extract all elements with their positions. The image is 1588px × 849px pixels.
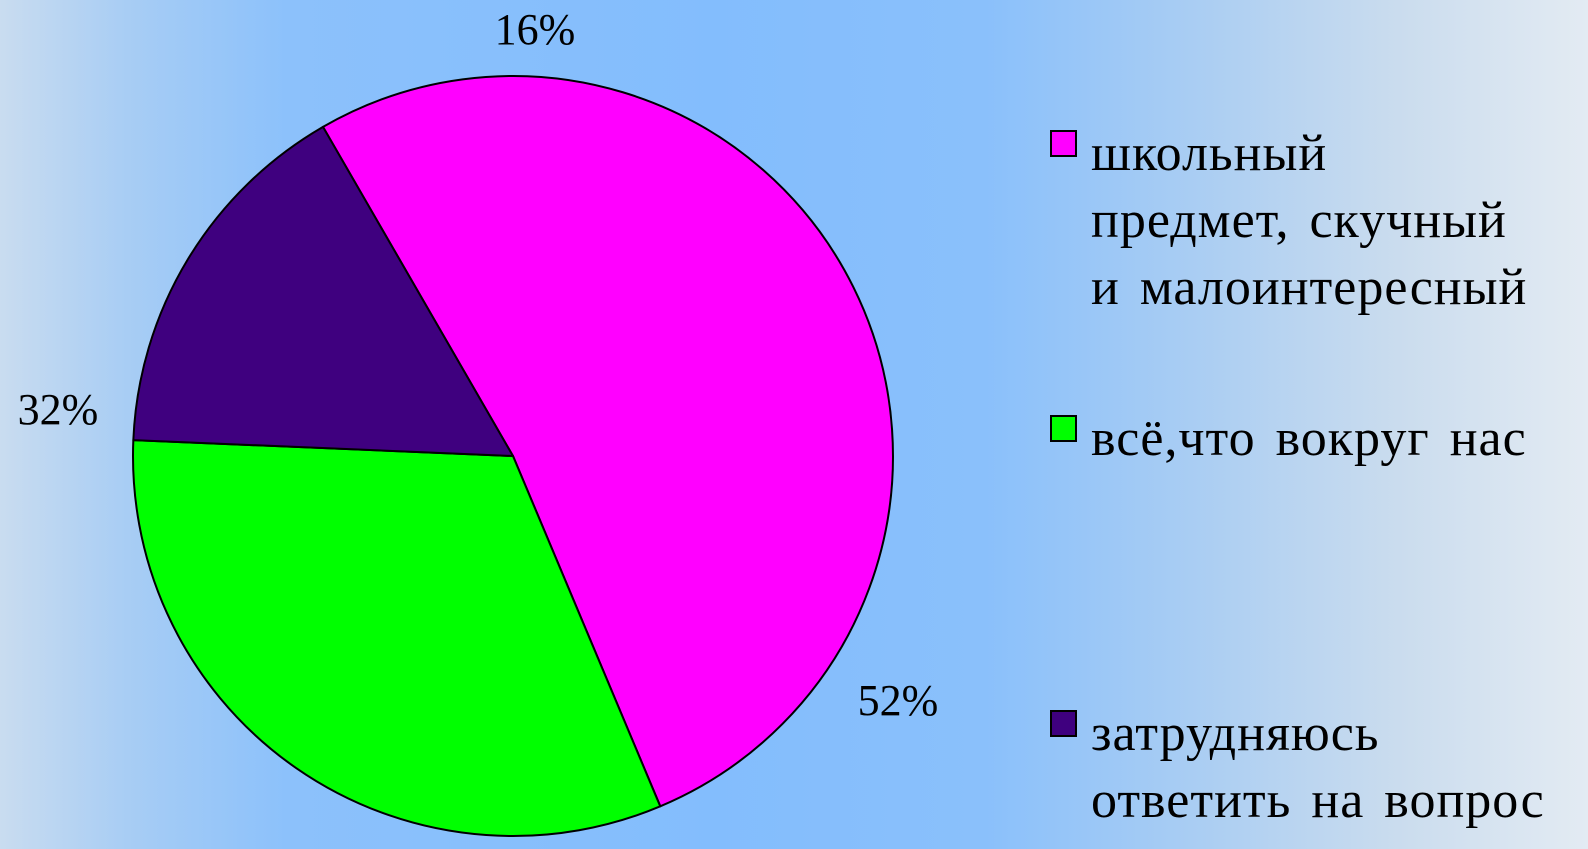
legend-label-school-subject: школьный предмет, скучный и малоинтересн… bbox=[1091, 125, 1528, 316]
legend-swatch-hard-to-answer bbox=[1050, 710, 1077, 737]
chart-legend: школьный предмет, скучный и малоинтересн… bbox=[1050, 0, 1580, 849]
label-52-percent: 52% bbox=[858, 676, 939, 725]
legend-item-everything-around: всё,что вокруг нас bbox=[1050, 405, 1527, 472]
legend-label-hard-to-answer: затрудняюсь ответить на вопрос bbox=[1091, 705, 1545, 829]
label-32-percent: 32% bbox=[18, 385, 99, 434]
pie-chart: 52% 32% 16% bbox=[18, 5, 939, 837]
legend-label-everything-around: всё,что вокруг нас bbox=[1091, 410, 1527, 467]
legend-item-school-subject: школьный предмет, скучный и малоинтересн… bbox=[1050, 120, 1527, 321]
slice-hard-to-answer bbox=[132, 125, 514, 457]
legend-item-hard-to-answer: затрудняюсь ответить на вопрос bbox=[1050, 700, 1545, 834]
slice-school-subject bbox=[322, 75, 894, 808]
legend-swatch-school-subject bbox=[1050, 130, 1077, 157]
slice-everything-around bbox=[131, 439, 662, 837]
legend-swatch-everything-around bbox=[1050, 415, 1077, 442]
label-16-percent: 16% bbox=[495, 5, 576, 54]
